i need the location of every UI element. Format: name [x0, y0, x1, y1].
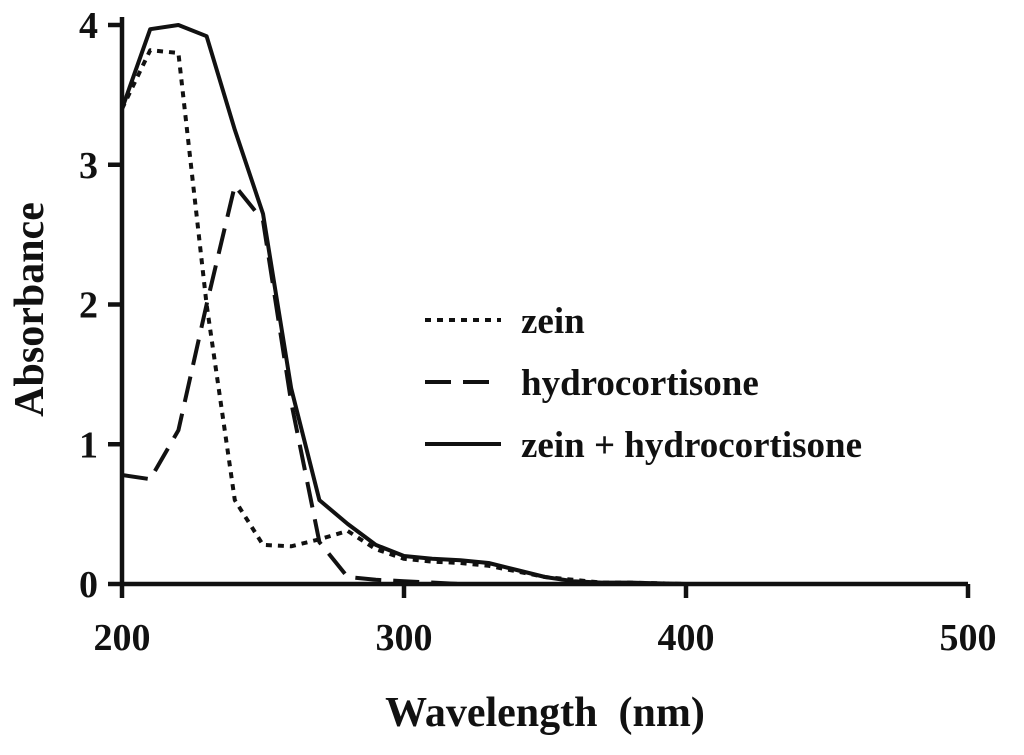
- y-tick-label: 0: [79, 564, 98, 606]
- series-line-zein: [120, 48, 856, 586]
- series-line-hydrocortisone: [121, 183, 517, 586]
- x-tick-label: 200: [94, 617, 151, 659]
- x-tick-label: 500: [940, 617, 997, 659]
- y-tick-label: 3: [79, 145, 98, 187]
- y-tick-label: 2: [79, 285, 98, 327]
- legend-label-zein-hydrocortisone: zein + hydrocortisone: [521, 425, 862, 466]
- axes-layer: 200 300 400 500 0 1 2 3 4: [79, 5, 997, 659]
- legend: zein hydrocortisone zein + hydrocortisone: [425, 301, 862, 466]
- y-axis-ticks: 0 1 2 3 4: [79, 5, 122, 606]
- y-tick-label: 4: [79, 5, 98, 47]
- series-line-zein-hydrocortisone: [120, 23, 856, 586]
- series-layer: [120, 23, 856, 586]
- x-tick-label: 300: [376, 617, 433, 659]
- x-tick-label: 400: [658, 617, 715, 659]
- x-axis-title: Wavelength (nm): [385, 690, 705, 736]
- legend-label-zein: zein: [521, 301, 585, 342]
- y-tick-label: 1: [79, 424, 98, 466]
- x-axis-ticks: 200 300 400 500: [94, 584, 997, 659]
- y-axis-title: Absorbance: [7, 202, 53, 417]
- legend-label-hydrocortisone: hydrocortisone: [521, 363, 759, 404]
